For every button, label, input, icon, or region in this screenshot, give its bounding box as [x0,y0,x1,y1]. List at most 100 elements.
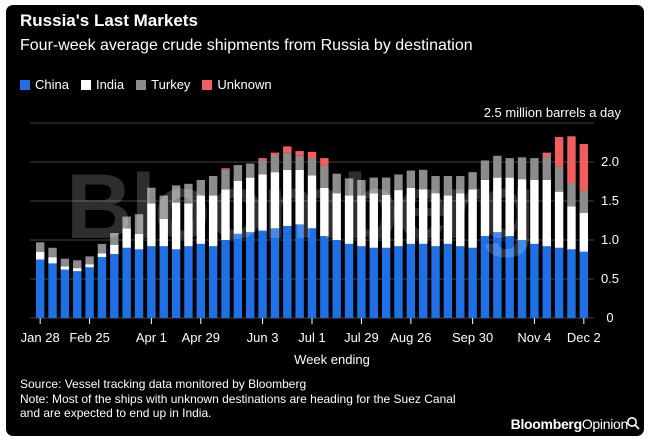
bar-segment-turkey [456,176,465,194]
y-tick-label: 0 [606,310,613,325]
bar-segment-turkey [468,172,477,190]
bar-segment-china [208,246,218,318]
bar-segment-india [258,174,267,231]
legend-item-turkey: Turkey [136,77,190,92]
bar-segment-china [456,246,465,318]
y-tick-label: 1.5 [601,193,619,208]
bar-segment-india [97,253,107,258]
bar-segment-india [134,233,144,250]
bar-segment-turkey [418,169,428,190]
bar-segment-india [505,177,514,237]
bar-segment-unknown [320,158,329,166]
bar-segment-turkey [320,165,329,188]
bar-segment-china [542,246,551,318]
y-tick-label: 1.0 [601,232,619,247]
bar-segment-china [270,228,280,318]
stacked-bar-chart: 0 0.5 1.0 1.5 2.0 2.5 million barrels a day Ja… [21,105,622,367]
bar-segment-india [48,257,57,264]
bar-segment-turkey [493,155,502,178]
bar-segment-turkey [122,216,131,229]
x-tick-label: Feb 25 [69,330,109,345]
bar-segment-unknown [270,152,280,155]
bar-segment-china [258,230,267,318]
bar-segment-india [233,180,243,234]
bar-segment-india [332,193,341,240]
bar-segment-turkey [431,176,440,194]
bar-segment-india [418,189,428,244]
bar-segment-turkey [184,183,193,204]
bar-segment-india [221,189,230,240]
bar-segment-india [344,195,354,244]
bar-segment-china [369,247,378,318]
bar-segment-turkey [406,170,416,188]
bar-segment-turkey [73,260,82,269]
zoom-icon[interactable] [626,416,640,430]
bar-segment-turkey [196,179,206,196]
bar-segment-turkey [394,174,403,191]
bar-segment-india [320,187,329,237]
chart-title: Russia's Last Markets [20,11,198,30]
bar-segment-turkey [369,177,378,194]
legend-item-china: China [20,77,69,92]
y-tick-label: 2.0 [601,154,619,169]
bar-segment-india [73,268,82,272]
bar-segment-turkey [48,247,57,258]
bar-segment-india [60,266,70,270]
legend-item-unknown: Unknown [202,77,272,92]
legend-label-unknown: Unknown [217,77,272,92]
bar-segment-india [147,203,156,247]
footnote-line-1: Note: Most of the ships with unknown des… [20,392,456,406]
y-tick-label: 0.5 [601,271,619,286]
bar-segment-turkey [344,178,354,196]
brand-main: Bloomberg [510,416,583,432]
bar-segment-china [159,246,168,318]
bar-segment-unknown [283,146,292,153]
bar-segment-india [431,193,440,247]
bar-segment-india [517,179,527,240]
bar-segment-turkey [357,179,366,196]
bar-segment-china [73,271,82,318]
bar-segment-china [381,247,391,318]
bar-segment-china [221,240,230,318]
bar-segment-china [97,257,107,318]
bar-segment-china [480,236,490,318]
bar-segment-china [394,246,403,318]
bar-segment-india [122,228,131,248]
x-tick-label: Jun 3 [247,330,279,345]
x-axis-title: Week ending [294,352,370,367]
bar-segment-turkey [554,166,564,192]
footnote-line-2: and are expected to end up in India. [20,406,212,420]
bar-segment-turkey [221,169,230,190]
bar-segment-china [344,243,354,318]
bar-segment-china [122,247,131,318]
bar-segment-turkey [233,165,243,181]
x-tick-label: Jan 28 [21,330,60,345]
bar-segment-china [110,254,119,318]
bar-segment-india [530,179,539,244]
bar-segment-unknown [554,137,564,167]
bar-segment-india [443,195,453,244]
bar-segment-china [579,251,589,318]
bar-segment-india [493,177,502,233]
bar-segment-china [60,269,70,318]
bar-segment-turkey [147,187,156,204]
bar-segment-china [443,243,453,318]
legend-swatch-india [80,79,91,90]
x-tick-label: Apr 1 [136,330,167,345]
x-tick-label: Apr 29 [182,330,220,345]
bar-segment-turkey [35,242,45,252]
bar-segment-turkey [517,157,527,180]
bar-segment-china [233,233,243,318]
x-tick-label: Dec 2 [567,330,601,345]
bar-segment-unknown [221,168,230,170]
bar-segment-china [307,228,317,318]
bar-segment-turkey [332,173,341,194]
bar-segment-turkey [542,156,551,180]
bar-segment-turkey [270,154,280,173]
bar-segment-india [554,191,564,248]
brand-suffix: Opinion [581,416,628,432]
bar-segment-china [554,247,564,318]
bar-segment-unknown [579,144,589,191]
bar-segment-india [480,179,490,237]
bar-segment-turkey [530,158,539,180]
